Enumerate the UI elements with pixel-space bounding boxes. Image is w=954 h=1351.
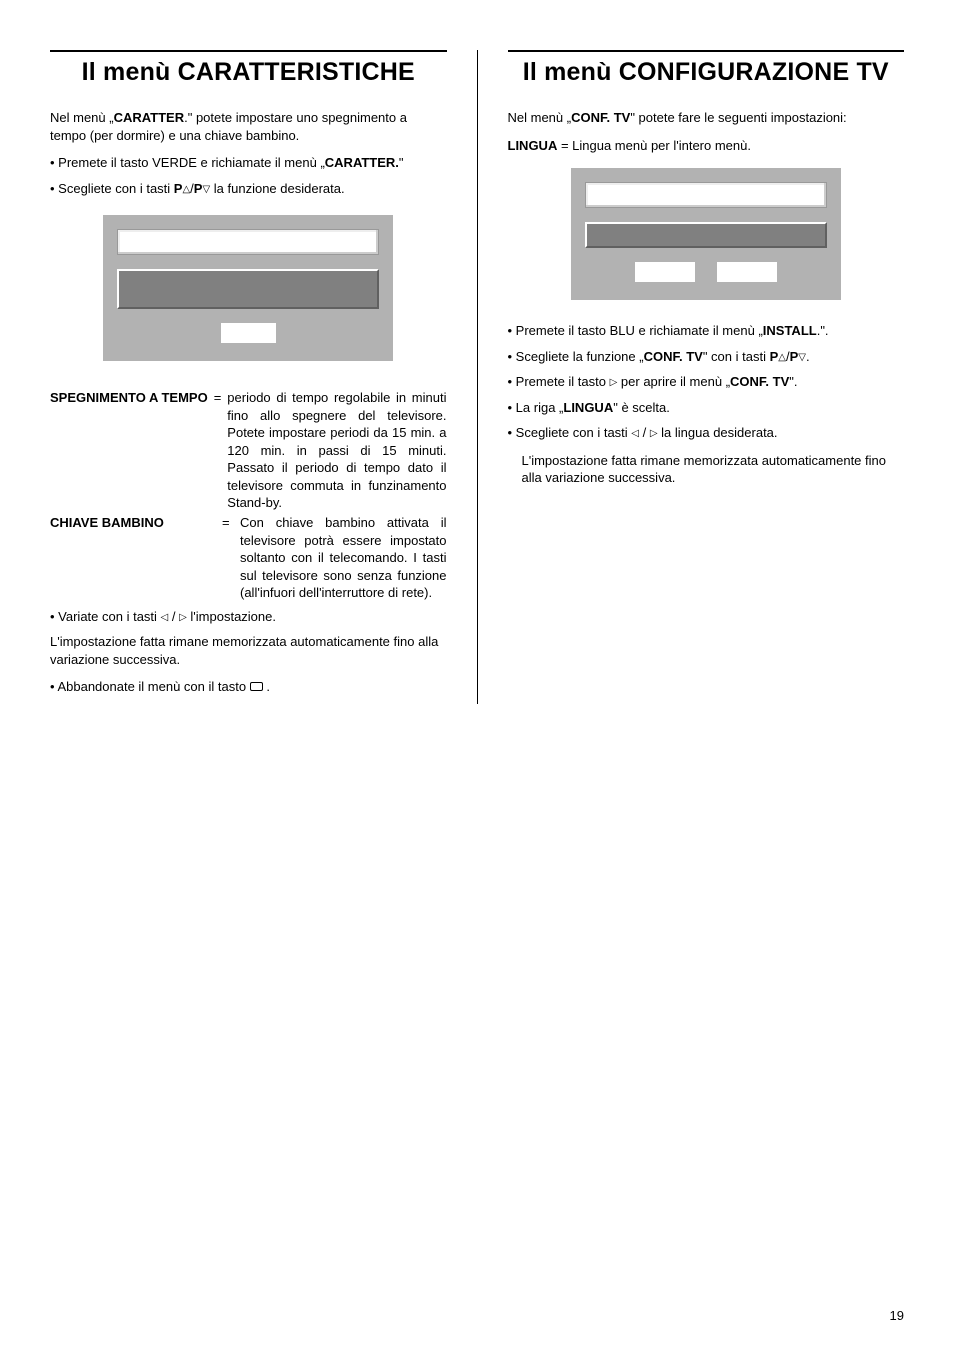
triangle-left-icon — [631, 425, 639, 440]
title-rule-left — [50, 50, 447, 52]
right-bullet-2: Scegliete la funzione „CONF. TV" con i t… — [508, 348, 905, 366]
bold: CONF. TV — [571, 110, 630, 125]
bold: LINGUA — [508, 138, 558, 153]
equals: = — [214, 389, 228, 512]
definition-list: SPEGNIMENTO A TEMPO = periodo di tempo r… — [50, 389, 447, 602]
text: " è scelta. — [613, 400, 670, 415]
text: Scegliete la funzione „ — [516, 349, 644, 364]
text: " potete fare le seguenti impostazioni: — [630, 110, 846, 125]
left-intro: Nel menù „CARATTER." potete impostare un… — [50, 109, 447, 144]
text: . — [263, 679, 270, 694]
menu-bottom-button — [221, 323, 276, 343]
title-rule-right — [508, 50, 905, 52]
text: per aprire il menù „ — [617, 374, 730, 389]
text: l'impostazione. — [187, 609, 276, 624]
text: Abbandonate il menù con il tasto — [57, 679, 249, 694]
bold: INSTALL — [763, 323, 817, 338]
menu-row — [117, 229, 379, 255]
right-intro: Nel menù „CONF. TV" potete fare le segue… — [508, 109, 905, 127]
text: Nel menù „ — [50, 110, 114, 125]
page-columns: Il menù CARATTERISTICHE Nel menù „CARATT… — [50, 50, 904, 704]
right-lingua-line: LINGUA = Lingua menù per l'intero menù. — [508, 137, 905, 155]
def-desc: Con chiave bambino attivata il televisor… — [240, 514, 447, 602]
equals: = — [222, 514, 240, 602]
text: la lingua desiderata. — [658, 425, 778, 440]
bold: CARATTER. — [325, 155, 399, 170]
text: . — [806, 349, 810, 364]
text: Premete il tasto BLU e richiamate il men… — [516, 323, 763, 338]
left-note: L'impostazione fatta rimane memorizzata … — [50, 633, 447, 668]
def-row-spegnimento: SPEGNIMENTO A TEMPO = periodo di tempo r… — [50, 389, 447, 512]
menu-row — [585, 222, 827, 248]
text: " con i tasti — [703, 349, 770, 364]
def-term: CHIAVE BAMBINO — [50, 514, 222, 602]
bold: P — [790, 349, 799, 364]
menu-bottom-button — [717, 262, 777, 282]
def-desc: periodo di tempo regolabile in minuti fi… — [227, 389, 446, 512]
left-bullet-2: Scegliete con i tasti P/P la funzione de… — [50, 180, 447, 198]
text: / — [639, 425, 650, 440]
right-column: Il menù CONFIGURAZIONE TV Nel menù „CONF… — [477, 50, 905, 704]
left-bullet-4: Abbandonate il menù con il tasto . — [50, 678, 447, 696]
text: Variate con i tasti — [58, 609, 160, 624]
right-bullet-5: Scegliete con i tasti / la lingua deside… — [508, 424, 905, 442]
tv-button-icon — [250, 682, 263, 691]
menu-row — [585, 182, 827, 208]
menu-bottom-button — [635, 262, 695, 282]
text: .". — [817, 323, 829, 338]
triangle-up-icon — [778, 349, 786, 364]
text: Scegliete con i tasti — [516, 425, 632, 440]
text: la funzione desiderata. — [210, 181, 344, 196]
text: ". — [789, 374, 797, 389]
triangle-right-icon — [179, 609, 187, 624]
bold: CONF. TV — [730, 374, 789, 389]
menu-screenshot-caratter — [103, 215, 393, 361]
right-bullet-4: La riga „LINGUA" è scelta. — [508, 399, 905, 417]
text: Scegliete con i tasti — [58, 181, 174, 196]
bold: P — [770, 349, 779, 364]
def-term: SPEGNIMENTO A TEMPO — [50, 389, 214, 512]
text: = Lingua menù per l'intero menù. — [557, 138, 751, 153]
triangle-right-icon — [650, 425, 658, 440]
menu-screenshot-conf-tv — [571, 168, 841, 300]
right-note: L'impostazione fatta rimane memorizzata … — [508, 452, 905, 487]
def-row-chiave: CHIAVE BAMBINO = Con chiave bambino atti… — [50, 514, 447, 602]
bold: CARATTER — [114, 110, 185, 125]
text: / — [168, 609, 179, 624]
text: Nel menù „ — [508, 110, 572, 125]
bold: CONF. TV — [644, 349, 703, 364]
text: La riga „ — [516, 400, 564, 415]
page-number: 19 — [890, 1308, 904, 1323]
text: " — [399, 155, 404, 170]
left-column: Il menù CARATTERISTICHE Nel menù „CARATT… — [50, 50, 447, 704]
bold: LINGUA — [563, 400, 613, 415]
left-title: Il menù CARATTERISTICHE — [50, 58, 447, 87]
right-title: Il menù CONFIGURAZIONE TV — [508, 58, 905, 87]
text: Premete il tasto VERDE e richiamate il m… — [58, 155, 325, 170]
triangle-down-icon — [798, 349, 806, 364]
menu-bottom-split — [585, 262, 827, 282]
text: Premete il tasto — [516, 374, 610, 389]
left-bullet-3: Variate con i tasti / l'impostazione. — [50, 608, 447, 626]
left-bullet-1: Premete il tasto VERDE e richiamate il m… — [50, 154, 447, 172]
right-bullet-1: Premete il tasto BLU e richiamate il men… — [508, 322, 905, 340]
menu-row — [117, 269, 379, 309]
right-bullet-3: Premete il tasto per aprire il menù „CON… — [508, 373, 905, 391]
